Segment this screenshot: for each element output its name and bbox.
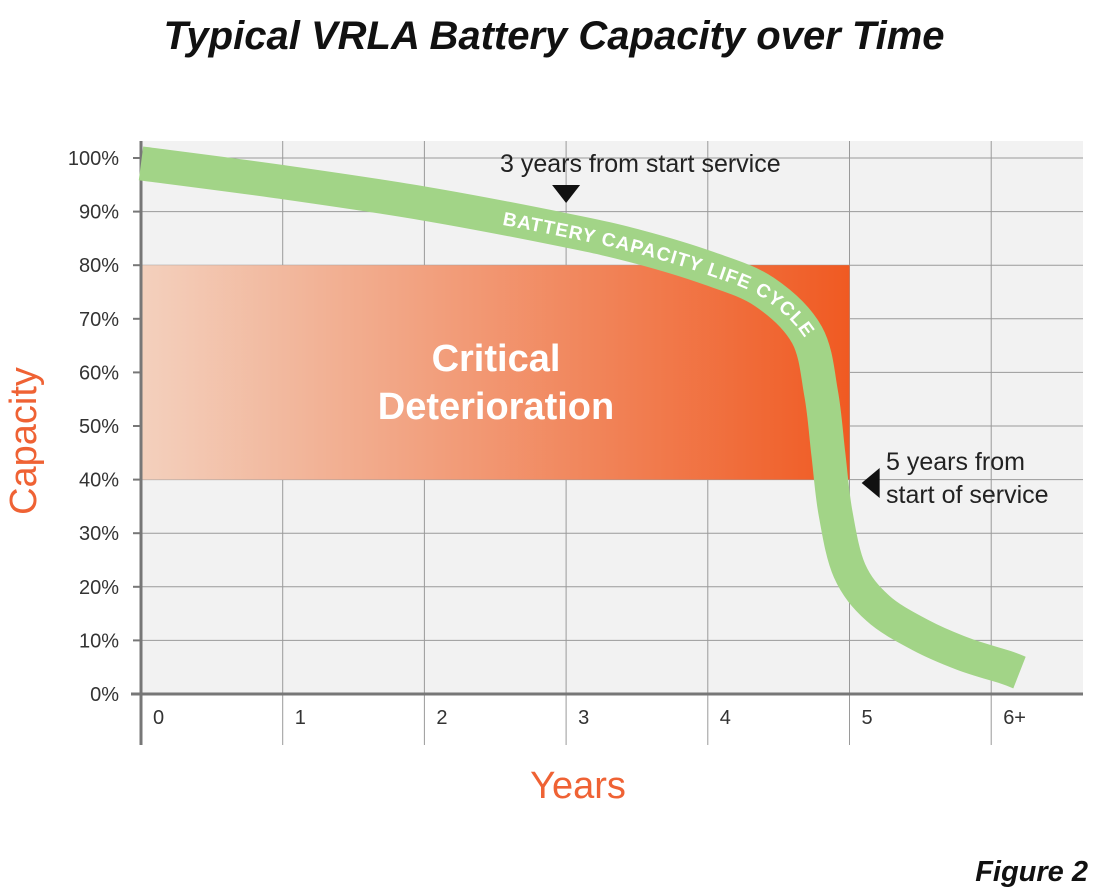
- annotations: 3 years from start service 5 years from st…: [500, 150, 1049, 509]
- annotation-5-years-line: start of service: [886, 481, 1049, 509]
- x-tick-labels: 0 1 2 3 4 5 6+: [153, 707, 1026, 729]
- critical-deterioration-band: [142, 265, 850, 480]
- y-tick-label: 60%: [79, 362, 119, 384]
- y-tick-label: 0%: [90, 684, 119, 706]
- y-tick-label: 30%: [79, 523, 119, 545]
- y-tick-label: 50%: [79, 416, 119, 438]
- x-tick-label: 2: [436, 707, 447, 729]
- annotation-5-years-line: 5 years from: [886, 448, 1025, 476]
- x-tick-label: 4: [720, 707, 731, 729]
- figure-caption: Figure 2: [975, 856, 1088, 888]
- series-battery-capacity-life-cycle: [138, 146, 1026, 689]
- chart-title: Typical VRLA Battery Capacity over Time: [163, 14, 945, 58]
- y-axis-label: Capacity: [3, 367, 45, 515]
- x-tick-label: 0: [153, 707, 164, 729]
- x-axis-label: Years: [530, 765, 626, 807]
- x-tick-label: 3: [578, 707, 589, 729]
- y-tick-label: 70%: [79, 309, 119, 331]
- y-tick-label: 90%: [79, 202, 119, 224]
- x-tick-label: 1: [295, 707, 306, 729]
- x-tick-label: 6+: [1003, 707, 1026, 729]
- band-label-line-2: Deterioration: [378, 386, 614, 428]
- x-tick-label: 5: [862, 707, 873, 729]
- y-tick-label: 40%: [79, 470, 119, 492]
- band-label-line-1: Critical: [432, 338, 561, 380]
- annotation-5-years-pointer: [861, 468, 880, 498]
- y-tick-labels: 0% 10% 20% 30% 40% 50% 60% 70% 80% 90% 100%: [68, 148, 119, 706]
- annotation-3-years: 3 years from start service: [500, 150, 781, 178]
- axes: [131, 141, 1083, 745]
- y-tick-label: 100%: [68, 148, 119, 170]
- y-tick-label: 10%: [79, 630, 119, 652]
- y-tick-label: 80%: [79, 255, 119, 277]
- y-tick-label: 20%: [79, 577, 119, 599]
- annotation-3-years-pointer: [552, 185, 581, 203]
